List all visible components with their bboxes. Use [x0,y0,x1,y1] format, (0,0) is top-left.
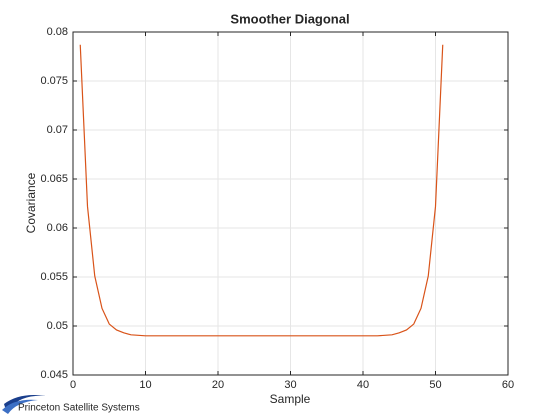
x-tick-label: 40 [357,379,369,391]
logo: Princeton Satellite Systems [2,395,140,414]
y-axis-label: Covariance [24,172,38,233]
x-tick-label: 50 [429,379,441,391]
line-series [79,44,444,337]
y-tick-label: 0.055 [40,271,68,283]
x-tick-label: 20 [212,379,224,391]
x-tick-label: 10 [139,379,151,391]
y-tick-label: 0.08 [47,26,68,38]
x-axis-label: Sample [270,392,311,406]
plot-box [72,31,509,376]
chart-title: Smoother Diagonal [230,11,349,26]
y-tick-label: 0.05 [47,320,68,332]
x-tick-label: 30 [284,379,296,391]
y-tick-label: 0.06 [47,222,68,234]
y-tick-label: 0.065 [40,173,68,185]
y-tick-label: 0.045 [40,369,68,381]
logo-swoosh [4,395,46,410]
logo-text: Princeton Satellite Systems [18,403,140,414]
x-tick-label: 0 [70,379,76,391]
y-tick-label: 0.07 [47,124,68,136]
y-tick-label: 0.075 [40,75,68,87]
logo-swoosh [2,399,38,414]
x-tick-label: 60 [502,379,514,391]
